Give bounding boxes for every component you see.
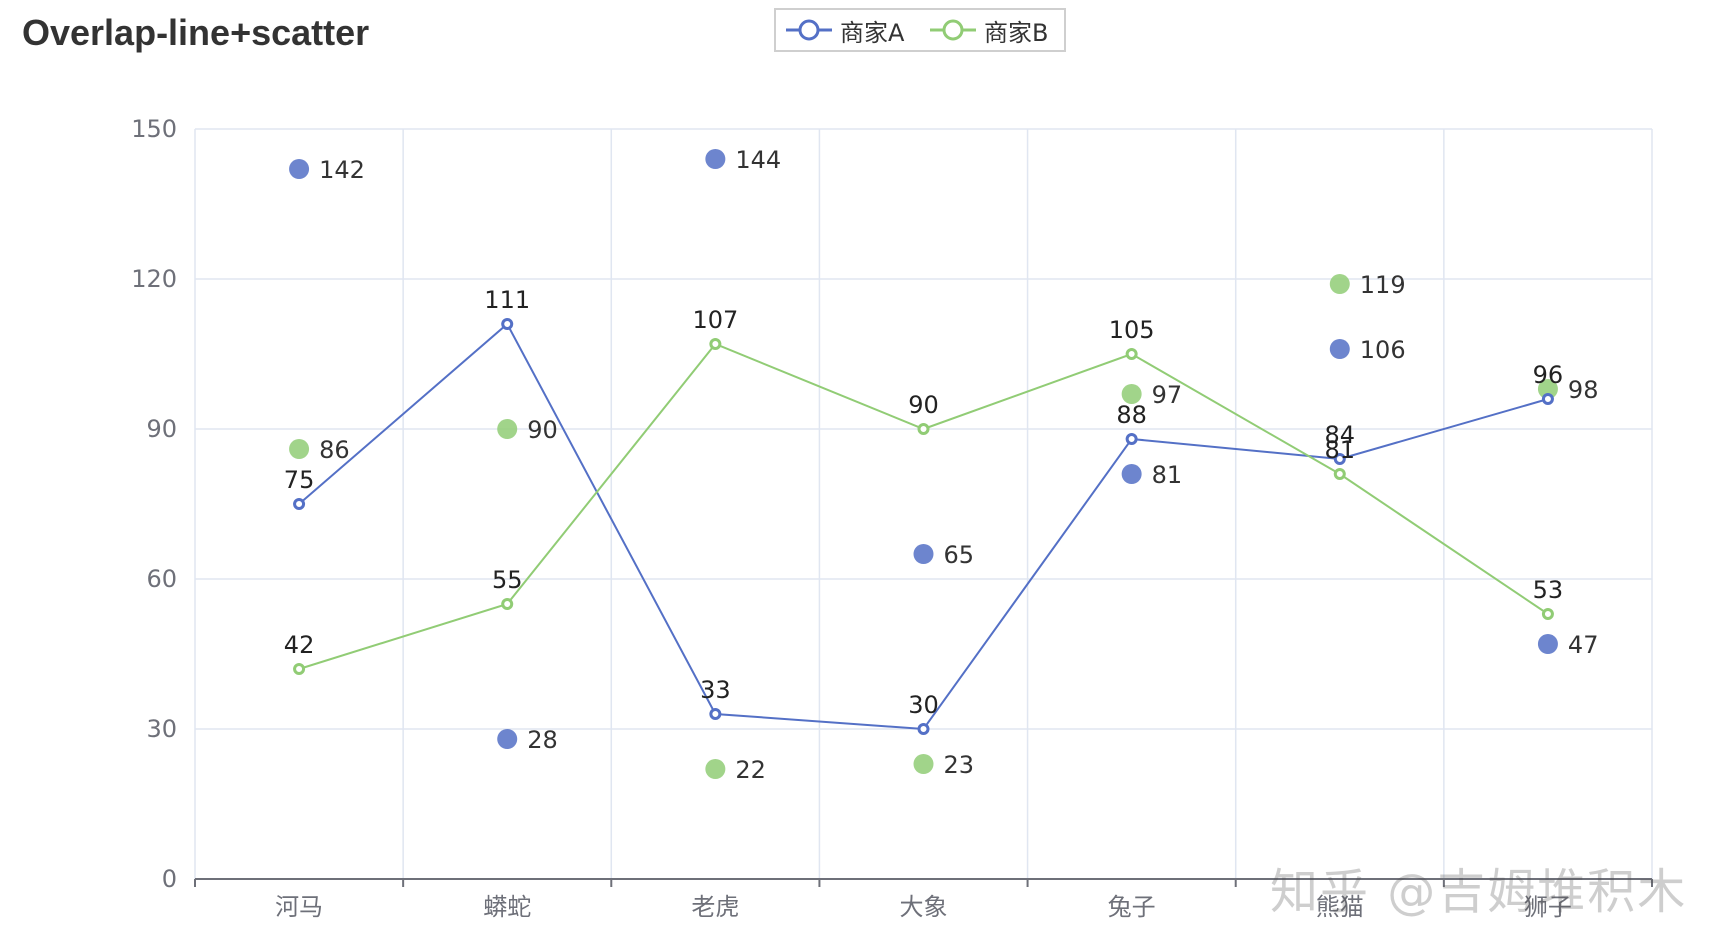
line-data-label: 75 xyxy=(284,466,315,494)
scatter-point xyxy=(705,759,726,779)
watermark: 知乎 @吉姆堆积木 xyxy=(1270,864,1688,920)
line-data-label: 33 xyxy=(700,676,731,704)
line-point xyxy=(501,598,514,610)
scatter-data-label: 28 xyxy=(527,726,558,754)
series-line xyxy=(298,322,1549,731)
line-point xyxy=(1333,468,1346,480)
legend-a-line-icon xyxy=(786,19,832,41)
scatter-point xyxy=(913,754,934,774)
scatter-data-label: 23 xyxy=(944,751,975,779)
line-point xyxy=(917,723,930,735)
scatter-data-label: 65 xyxy=(944,541,975,569)
line-point xyxy=(709,338,722,350)
x-tick-label: 熊猫 xyxy=(1316,893,1364,921)
line-data-label: 111 xyxy=(484,286,530,314)
x-tick-label: 大象 xyxy=(900,893,948,921)
scatter-data-label: 119 xyxy=(1360,271,1406,299)
scatter-point xyxy=(1329,339,1350,359)
y-tick-label: 90 xyxy=(146,415,177,443)
line-point xyxy=(709,708,722,720)
line-data-label: 96 xyxy=(1533,361,1564,389)
line-data-label: 81 xyxy=(1325,436,1356,464)
legend-b-label: 商家B xyxy=(984,18,1049,47)
scatter-data-label: 81 xyxy=(1152,461,1183,489)
line-point xyxy=(293,663,306,675)
line-data-label: 90 xyxy=(908,391,939,419)
scatter-data-label: 142 xyxy=(319,156,365,184)
y-tick-label: 120 xyxy=(131,265,177,293)
x-tick-label: 老虎 xyxy=(691,893,739,921)
line-data-label: 42 xyxy=(284,631,315,659)
scatter-point xyxy=(497,419,518,439)
scatter-point xyxy=(289,159,310,179)
scatter-data-label: 97 xyxy=(1152,381,1183,409)
chart-title: Overlap-line+scatter xyxy=(22,12,370,53)
line-point xyxy=(293,498,306,510)
line-point xyxy=(1541,608,1554,620)
scatter-point xyxy=(1121,384,1142,404)
scatter-point xyxy=(1537,379,1558,399)
scatter-point xyxy=(705,149,726,169)
line-data-label: 105 xyxy=(1109,316,1155,344)
legend-item-a[interactable]: 商家A xyxy=(784,10,904,50)
scatter-point xyxy=(1329,274,1350,294)
chart-legend: 商家A 商家B xyxy=(774,8,1066,52)
x-tick-label: 兔子 xyxy=(1108,893,1156,921)
scatter-point xyxy=(1537,634,1558,654)
scatter-data-label: 90 xyxy=(527,416,558,444)
y-tick-label: 60 xyxy=(146,565,177,593)
line-data-label: 53 xyxy=(1533,576,1564,604)
x-tick-label: 狮子 xyxy=(1524,893,1572,921)
line-data-label: 55 xyxy=(492,566,523,594)
scatter-data-label: 22 xyxy=(735,756,766,784)
line-point xyxy=(1125,433,1138,445)
scatter-point xyxy=(1121,464,1142,484)
line-point xyxy=(501,318,514,330)
legend-a-label: 商家A xyxy=(840,18,905,47)
y-tick-label: 0 xyxy=(162,865,177,893)
x-tick-label: 蟒蛇 xyxy=(483,893,531,921)
scatter-point xyxy=(497,729,518,749)
line-data-label: 84 xyxy=(1325,421,1356,449)
scatter-data-label: 86 xyxy=(319,436,350,464)
legend-item-b[interactable]: 商家B xyxy=(928,10,1048,50)
scatter-data-label: 106 xyxy=(1360,336,1406,364)
scatter-point xyxy=(913,544,934,564)
scatter-data-label: 144 xyxy=(735,146,781,174)
scatter-data-label: 47 xyxy=(1568,631,1599,659)
scatter-point xyxy=(289,439,310,459)
line-data-label: 88 xyxy=(1116,401,1147,429)
line-data-label: 30 xyxy=(908,691,939,719)
line-data-label: 107 xyxy=(692,306,738,334)
x-tick-label: 河马 xyxy=(275,893,323,921)
legend-b-line-icon xyxy=(930,19,976,41)
line-point xyxy=(1541,393,1554,405)
y-tick-label: 150 xyxy=(131,115,177,143)
line-point xyxy=(1333,453,1346,465)
line-point xyxy=(917,423,930,435)
y-tick-label: 30 xyxy=(146,715,177,743)
scatter-data-label: 98 xyxy=(1568,376,1599,404)
line-point xyxy=(1125,348,1138,360)
